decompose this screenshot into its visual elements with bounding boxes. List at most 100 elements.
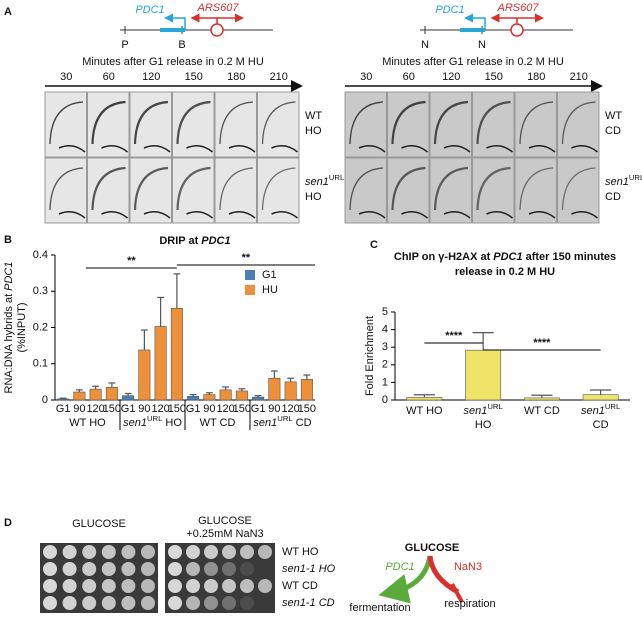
bar [57,398,70,401]
x-tick-label: 150 [233,403,251,415]
yeast-spot [240,579,254,593]
gel-arc [271,145,298,153]
gene-arrow [164,13,186,30]
plate-title: +0.25mM NaN3 [186,528,263,540]
y-tick-label: 2 [382,359,388,371]
pathway-substrate: GLUCOSE [405,542,459,554]
yeast-spot [121,579,136,593]
text-part: sen1 [253,417,277,429]
text-part: RNA:DNA hybrids at [3,294,15,394]
gel-arc [561,101,596,145]
yeast-spot [121,562,136,576]
x-tick-label: CD [593,419,609,431]
x-tick-label: 90 [268,403,280,415]
error-bar [303,374,311,380]
bar [203,394,216,401]
text-part: CD [296,417,312,429]
text-part: HO [305,191,322,203]
text-part: after 150 minutes [526,251,616,263]
gel-arc [519,167,554,211]
gene-label: PDC1 [435,4,464,16]
site-label: N [478,39,486,51]
gel-arc [133,100,169,145]
y-tick-label: 1 [382,376,388,388]
strain-label: sen1URL [605,173,642,188]
gel-arc [133,166,169,211]
gel-arc [486,211,513,219]
bar [235,390,248,401]
y-tick-label: 4 [382,324,388,336]
error-bar [189,393,197,397]
gel-arc [91,166,126,211]
panel-label: A [4,6,12,18]
error-bar [590,389,612,395]
error-bar [254,395,262,398]
y-axis-title-line: (%INPUT) [16,302,28,352]
gene-label: PDC1 [135,4,164,16]
time-label: 30 [60,71,72,83]
text-part: DRIP at [159,235,198,247]
legend-swatch [245,270,255,280]
error-bar [531,394,553,398]
yeast-spot [186,596,200,610]
time-label: 60 [403,71,415,83]
group-label: sen1URL HO [123,414,182,429]
time-label: 150 [185,71,203,83]
origin-circle [510,23,524,37]
x-tick-label: WT CD [524,405,560,417]
group-label: sen1URL CD [253,414,311,429]
yeast-spot [101,562,116,576]
gel-arc [433,166,469,211]
error-bar [157,296,165,327]
chart-title: release in 0.2 M HU [455,266,555,278]
bar [252,396,265,401]
yeast-spot [82,545,97,559]
text-part: CD [593,419,609,431]
yeast-spot [222,579,236,593]
significance-label: **** [533,337,551,349]
time-label: 30 [360,71,372,83]
yeast-spot [168,545,182,559]
site-label: N [421,39,429,51]
y-tick-label: 0.1 [33,358,48,370]
error-bar [124,392,132,396]
text-part: sen1-1 HO [282,563,336,575]
bar [406,397,443,401]
yeast-spot [141,562,155,576]
x-tick-label: 120 [216,403,234,415]
error-bar [92,385,100,390]
yeast-spot [101,545,116,559]
bar [523,397,560,401]
text-part: release in 0.2 M HU [455,266,555,278]
yeast-spot [222,562,236,576]
y-axis-title: Fold Enrichment [364,316,376,396]
error-bar [413,394,435,398]
time-axis-title: Minutes after G1 release in 0.2 M HU [382,56,564,68]
strain-label: WT CD [282,580,318,592]
time-label: 60 [103,71,115,83]
strain-label: HO [305,125,322,137]
gel-arc [358,145,386,153]
y-axis-title: RNA:DNA hybrids at PDC1(%INPUT) [3,262,28,394]
strain-label: CD [605,125,621,137]
bar [122,395,135,401]
x-tick-label: G1 [251,403,266,415]
x-tick-label: WT HO [406,405,443,417]
gel-arc [391,100,426,145]
x-tick-label: sen1URL [581,402,621,417]
gel-arc [271,211,298,219]
yeast-spot [168,579,182,593]
x-tick-label: 120 [86,403,104,415]
gel-arc [476,166,511,211]
error-bar [140,329,148,350]
time-label: 120 [142,71,160,83]
plate-title: GLUCOSE [72,518,126,530]
error-bar [205,392,213,395]
yeast-spot [101,579,116,593]
text-part: PDC1 [201,235,230,247]
group-label: WT HO [69,417,106,429]
y-tick-label: 0 [42,394,48,406]
yeast-spot [43,596,57,610]
gel-arc [349,101,384,145]
